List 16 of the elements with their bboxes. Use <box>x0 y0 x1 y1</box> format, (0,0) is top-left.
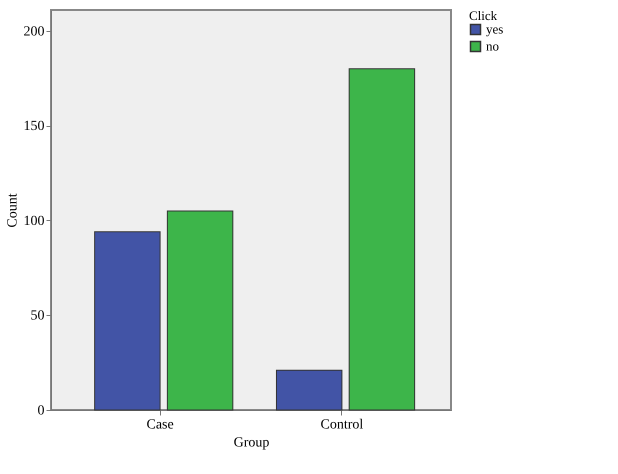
y-axis-title: Count <box>6 193 20 228</box>
y-tick-label: 0 <box>38 404 44 418</box>
bar <box>276 370 342 410</box>
legend-title: Click <box>469 8 498 23</box>
y-tick-label: 150 <box>24 119 44 134</box>
x-axis-title: Group <box>234 436 270 450</box>
legend-label: yes <box>486 22 504 36</box>
y-tick-label: 200 <box>24 24 44 40</box>
bar <box>166 210 234 410</box>
x-tick-label: Control <box>320 418 364 432</box>
y-tick-label: 100 <box>24 214 44 229</box>
bar <box>348 68 416 410</box>
x-tick-label: Case <box>146 418 174 432</box>
legend-label: no <box>486 38 499 54</box>
bar <box>94 231 161 410</box>
y-tick-label: 50 <box>30 308 44 324</box>
